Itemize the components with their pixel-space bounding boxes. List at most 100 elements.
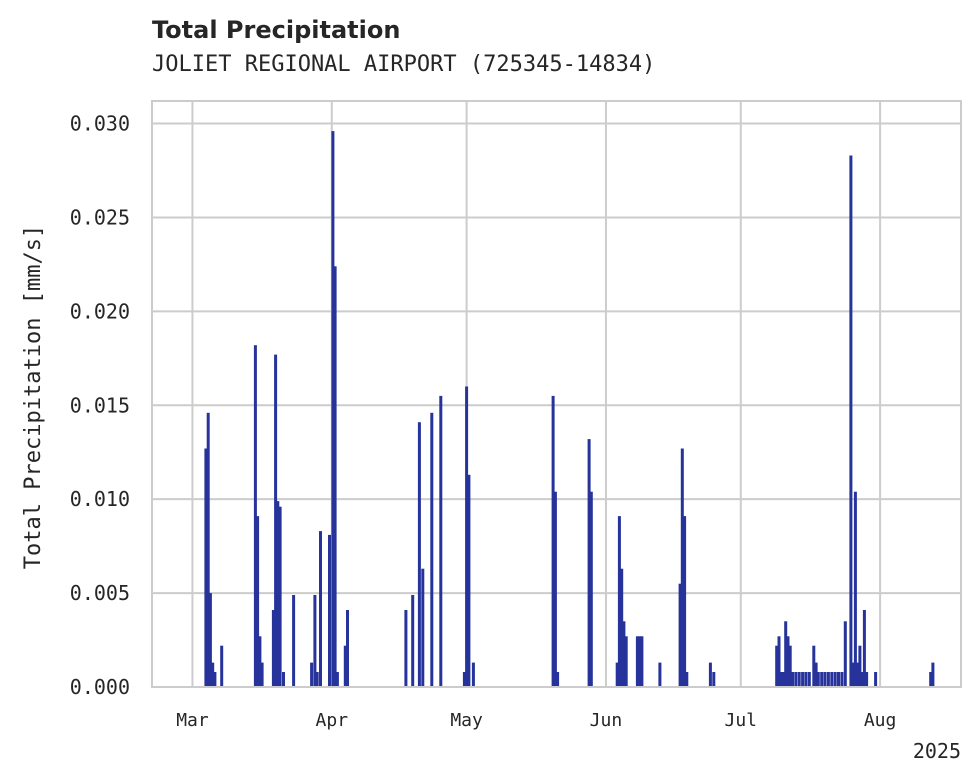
precipitation-bar xyxy=(779,672,783,687)
x-tick-label: Mar xyxy=(176,710,209,731)
precipitation-bar xyxy=(860,672,864,687)
precipitation-bar xyxy=(830,672,834,687)
x-tick-label: Jul xyxy=(725,710,758,731)
y-tick-labels: 0.000 0.005 0.010 0.015 0.020 0.025 0.030 xyxy=(70,112,130,699)
precipitation-bar xyxy=(658,662,662,687)
precipitation-bar xyxy=(683,516,687,687)
precipitation-bar xyxy=(346,610,349,687)
precipitation-bar xyxy=(204,448,208,687)
precipitation-bar xyxy=(417,422,421,687)
precipitation-bar xyxy=(804,672,808,687)
precipitation-bar xyxy=(680,448,684,687)
precipitation-bar xyxy=(708,662,712,687)
precipitation-bar xyxy=(258,636,262,687)
precipitation-bar xyxy=(931,662,935,687)
precipitation-bar xyxy=(856,662,860,687)
precipitation-bar xyxy=(826,672,830,687)
precipitation-bar xyxy=(849,155,853,687)
y-tick-label: 0.030 xyxy=(70,112,130,136)
precipitation-bar xyxy=(853,491,857,687)
precipitation-bar xyxy=(421,568,425,687)
precipitation-bar xyxy=(220,645,224,687)
precipitation-bar xyxy=(253,345,257,687)
precipitation-bar xyxy=(678,583,682,687)
precipitation-bar xyxy=(551,395,555,687)
precipitation-bar xyxy=(635,636,639,687)
precipitation-bar xyxy=(319,531,322,687)
precipitation-bar xyxy=(837,672,840,687)
precipitation-bar xyxy=(310,662,314,687)
x-tick-label: Apr xyxy=(316,710,349,731)
precipitation-bar xyxy=(276,501,280,687)
precipitation-bar xyxy=(784,621,788,687)
precipitation-bar xyxy=(278,506,282,687)
x-tick-label: May xyxy=(450,710,483,731)
precipitation-bar xyxy=(328,534,331,687)
precipitation-bar xyxy=(213,672,217,687)
chart-subtitle: JOLIET REGIONAL AIRPORT (725345-14834) xyxy=(152,52,656,77)
precipitation-bar xyxy=(553,491,557,687)
precipitation-bar xyxy=(812,645,816,687)
x-tick-labels: Mar Apr May Jun Jul Aug xyxy=(176,710,896,731)
y-tick-label: 0.010 xyxy=(70,487,130,511)
x-tick-label: Jun xyxy=(590,710,623,731)
precipitation-bar xyxy=(411,595,415,687)
chart-title: Total Precipitation xyxy=(152,16,401,44)
x-offset-label: 2025 xyxy=(913,739,961,763)
precipitation-bar xyxy=(331,131,335,688)
precipitation-bar xyxy=(617,516,621,687)
precipitation-bar xyxy=(816,672,820,687)
precipitation-bar xyxy=(833,672,837,687)
precipitation-bar xyxy=(335,672,339,687)
y-tick-label: 0.000 xyxy=(70,675,130,699)
precipitation-bar xyxy=(840,672,844,687)
precipitation-bar xyxy=(615,662,619,687)
precipitation-bar xyxy=(467,474,471,687)
precipitation-bar xyxy=(274,354,278,687)
precipitation-bar xyxy=(211,662,215,687)
precipitation-bar xyxy=(206,412,210,687)
precipitation-bar xyxy=(462,672,466,687)
y-axis-label: Total Precipitation [mm/s] xyxy=(21,225,46,569)
precipitation-bar xyxy=(843,621,847,687)
precipitation-bar xyxy=(685,672,689,687)
precipitation-bar xyxy=(404,610,408,687)
precipitation-bar xyxy=(260,662,264,687)
precipitation-bar xyxy=(807,672,811,687)
x-tick-label: Aug xyxy=(864,710,897,731)
precipitation-bar xyxy=(282,672,285,687)
y-tick-label: 0.015 xyxy=(70,393,130,417)
precipitation-bar xyxy=(343,645,347,687)
precipitation-bar xyxy=(820,672,824,687)
precipitation-bar xyxy=(622,621,626,687)
precipitation-bar xyxy=(589,491,593,687)
precipitation-bar xyxy=(587,439,591,687)
precipitation-bar xyxy=(874,672,878,687)
precipitation-bar xyxy=(256,516,260,687)
precipitation-bar xyxy=(791,672,794,687)
precipitation-bar xyxy=(333,266,337,687)
precipitation-bar xyxy=(801,672,805,687)
precipitation-bar xyxy=(858,645,862,687)
precipitation-bar xyxy=(782,672,785,687)
precipitation-bar xyxy=(851,662,855,687)
precipitation-bar xyxy=(208,593,212,687)
y-tick-label: 0.005 xyxy=(70,581,130,605)
precipitation-bar xyxy=(814,662,818,687)
precipitation-bar xyxy=(797,672,801,687)
plot-frame xyxy=(151,100,962,688)
precipitation-bar xyxy=(823,672,827,687)
precipitation-bar xyxy=(777,636,781,687)
precipitation-bar xyxy=(640,636,644,687)
precipitation-bar xyxy=(465,386,469,687)
precipitation-bar xyxy=(620,568,624,687)
precipitation-bar xyxy=(556,672,560,687)
precipitation-bar xyxy=(638,636,642,687)
precipitation-bar xyxy=(775,645,779,687)
precipitation-bar xyxy=(929,672,933,687)
precipitation-bar xyxy=(471,662,475,687)
precipitation-bar xyxy=(624,636,628,687)
precipitation-bar xyxy=(439,395,443,687)
precipitation-bar xyxy=(292,595,296,687)
